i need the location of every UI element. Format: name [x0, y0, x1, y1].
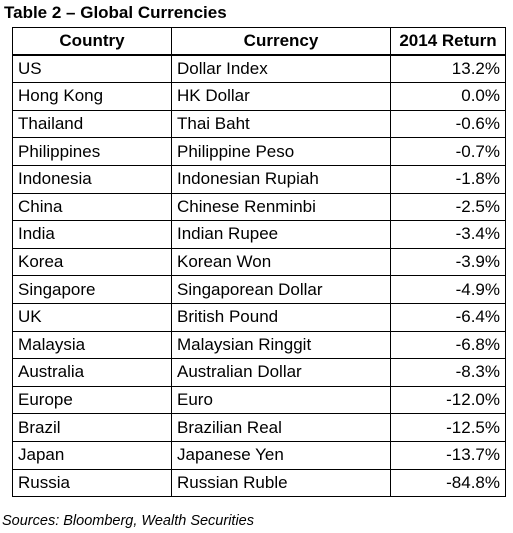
- currency-cell: Australian Dollar: [171, 358, 391, 387]
- currency-cell: Indonesian Rupiah: [171, 164, 391, 194]
- country-cell: Japan: [12, 440, 172, 470]
- currency-cell: Euro: [171, 385, 391, 415]
- header-2014-return: 2014 Return: [390, 27, 506, 57]
- table-title: Table 2 – Global Currencies: [4, 3, 227, 22]
- table-row: US Dollar Index 13.2%: [12, 54, 506, 84]
- currency-cell: Philippine Peso: [171, 137, 391, 166]
- country-cell: Brazil: [12, 413, 172, 442]
- return-cell: -3.4%: [390, 220, 506, 249]
- country-cell: Hong Kong: [12, 82, 172, 111]
- currency-cell: Thai Baht: [171, 109, 391, 139]
- return-cell: 0.0%: [390, 82, 506, 111]
- currency-returns-table: Country Currency 2014 Return US Dollar I…: [12, 27, 506, 498]
- table-row: China Chinese Renminbi -2.5%: [12, 192, 506, 222]
- header-currency: Currency: [171, 27, 391, 57]
- table-row: Brazil Brazilian Real -12.5%: [12, 413, 506, 442]
- currency-cell: Indian Rupee: [171, 220, 391, 249]
- currency-cell: Korean Won: [171, 247, 391, 277]
- table-header-row: Country Currency 2014 Return: [12, 27, 506, 57]
- return-cell: -4.9%: [390, 275, 506, 304]
- table-row: Australia Australian Dollar -8.3%: [12, 358, 506, 387]
- table-row: Philippines Philippine Peso -0.7%: [12, 137, 506, 166]
- return-cell: -6.8%: [390, 330, 506, 360]
- return-cell: 13.2%: [390, 54, 506, 84]
- table-row: Japan Japanese Yen -13.7%: [12, 440, 506, 470]
- table-row: Europe Euro -12.0%: [12, 385, 506, 415]
- table-row: Indonesia Indonesian Rupiah -1.8%: [12, 164, 506, 194]
- currency-cell: Dollar Index: [171, 54, 391, 84]
- country-cell: Australia: [12, 358, 172, 387]
- table-row: Russia Russian Ruble -84.8%: [12, 468, 506, 498]
- currency-cell: British Pound: [171, 302, 391, 332]
- currency-cell: Chinese Renminbi: [171, 192, 391, 222]
- return-cell: -3.9%: [390, 247, 506, 277]
- table-row: UK British Pound -6.4%: [12, 302, 506, 332]
- currency-cell: Russian Ruble: [171, 468, 391, 498]
- table-row: Hong Kong HK Dollar 0.0%: [12, 82, 506, 111]
- table-row: India Indian Rupee -3.4%: [12, 220, 506, 249]
- table-row: Malaysia Malaysian Ringgit -6.8%: [12, 330, 506, 360]
- table-row: Thailand Thai Baht -0.6%: [12, 109, 506, 139]
- country-cell: Philippines: [12, 137, 172, 166]
- return-cell: -6.4%: [390, 302, 506, 332]
- country-cell: Europe: [12, 385, 172, 415]
- table-row: Singapore Singaporean Dollar -4.9%: [12, 275, 506, 304]
- return-cell: -84.8%: [390, 468, 506, 498]
- return-cell: -0.6%: [390, 109, 506, 139]
- return-cell: -13.7%: [390, 440, 506, 470]
- country-cell: UK: [12, 302, 172, 332]
- return-cell: -12.5%: [390, 413, 506, 442]
- return-cell: -12.0%: [390, 385, 506, 415]
- country-cell: China: [12, 192, 172, 222]
- country-cell: India: [12, 220, 172, 249]
- header-country: Country: [12, 27, 172, 57]
- return-cell: -1.8%: [390, 164, 506, 194]
- return-cell: -8.3%: [390, 358, 506, 387]
- currency-cell: Malaysian Ringgit: [171, 330, 391, 360]
- return-cell: -2.5%: [390, 192, 506, 222]
- sources-note: Sources: Bloomberg, Wealth Securities: [2, 513, 254, 529]
- currency-cell: Singaporean Dollar: [171, 275, 391, 304]
- return-cell: -0.7%: [390, 137, 506, 166]
- table-row: Korea Korean Won -3.9%: [12, 247, 506, 277]
- country-cell: Korea: [12, 247, 172, 277]
- country-cell: Russia: [12, 468, 172, 498]
- country-cell: US: [12, 54, 172, 84]
- country-cell: Singapore: [12, 275, 172, 304]
- currency-cell: Brazilian Real: [171, 413, 391, 442]
- currency-cell: HK Dollar: [171, 82, 391, 111]
- country-cell: Malaysia: [12, 330, 172, 360]
- currency-cell: Japanese Yen: [171, 440, 391, 470]
- country-cell: Indonesia: [12, 164, 172, 194]
- country-cell: Thailand: [12, 109, 172, 139]
